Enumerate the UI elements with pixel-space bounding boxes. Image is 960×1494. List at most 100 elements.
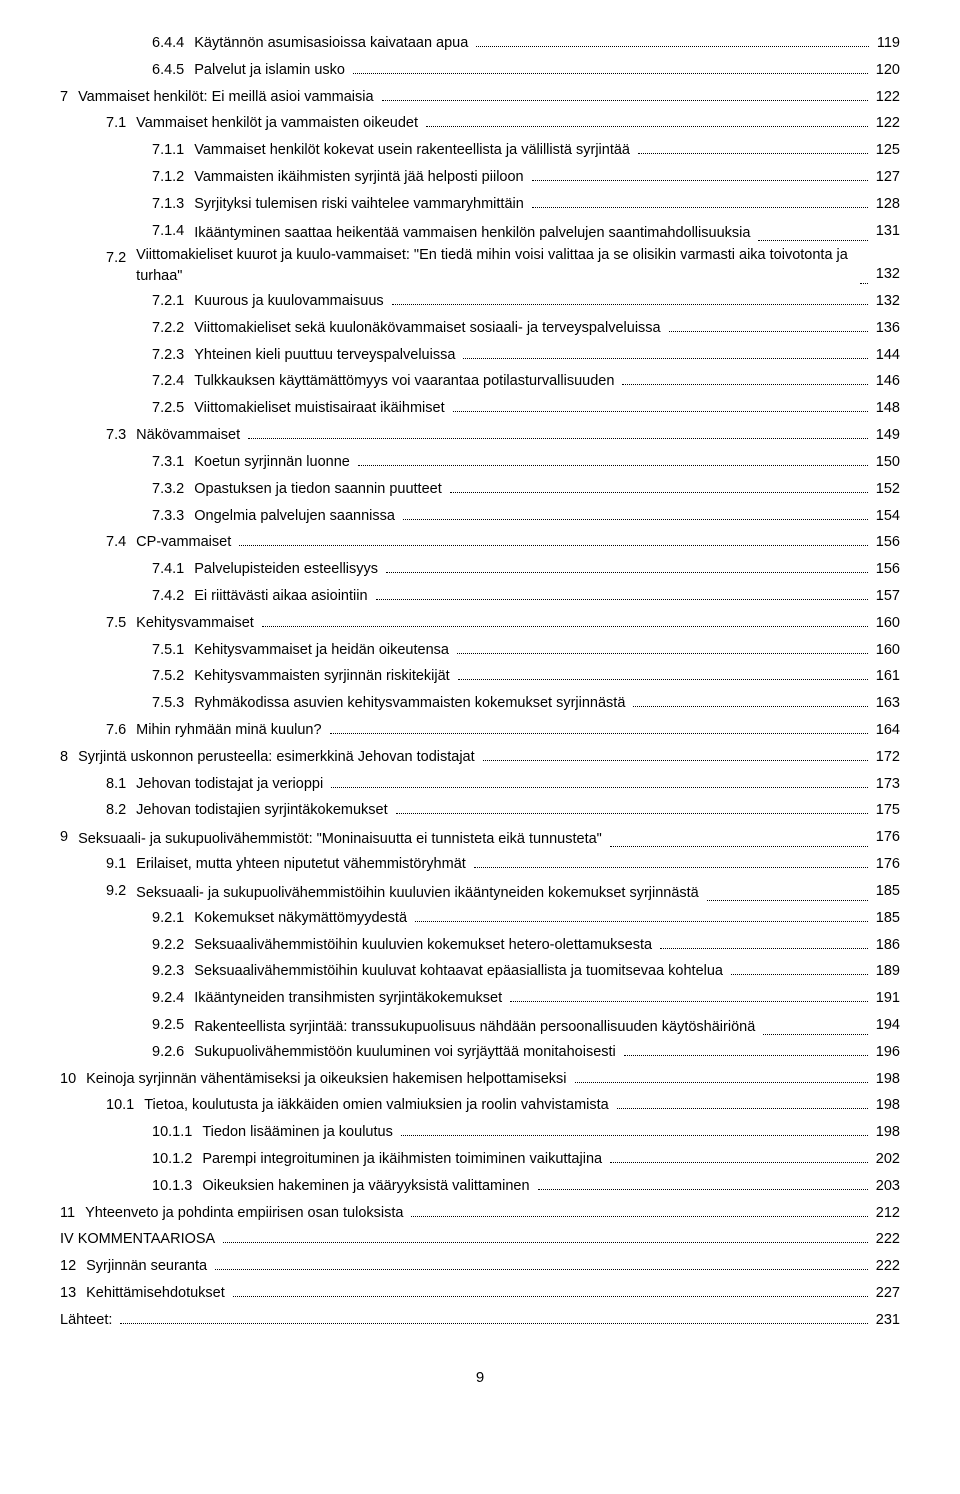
toc-page-number: 203: [872, 1173, 900, 1200]
toc-leader-dots: [392, 292, 868, 305]
toc-number: 9.1: [106, 851, 136, 878]
toc-number: 7.1.1: [152, 137, 194, 164]
toc-leader-dots: [538, 1177, 868, 1190]
toc-entry: 7.5.3Ryhmäkodissa asuvien kehitysvammais…: [60, 690, 900, 717]
toc-page-number: 231: [872, 1307, 900, 1334]
toc-entry: 7.4.2Ei riittävästi aikaa asiointiin157: [60, 583, 900, 610]
toc-title: Ryhmäkodissa asuvien kehitysvammaisten k…: [194, 690, 629, 717]
toc-title: Opastuksen ja tiedon saannin puutteet: [194, 476, 445, 503]
toc-number: 10.1.2: [152, 1146, 202, 1173]
toc-title: Kehittämisehdotukset: [86, 1280, 229, 1307]
toc-title: Yhteenveto ja pohdinta empiirisen osan t…: [85, 1200, 407, 1227]
toc-title: Ikääntyneiden transihmisten syrjintäkoke…: [194, 985, 506, 1012]
toc-number: 7.6: [106, 717, 136, 744]
toc-page-number: 160: [872, 610, 900, 637]
toc-page-number: 146: [872, 368, 900, 395]
toc-title: Ongelmia palvelujen saannissa: [194, 503, 399, 530]
toc-leader-dots: [575, 1070, 868, 1083]
toc-page-number: 185: [872, 905, 900, 932]
toc-number: 7.2.4: [152, 368, 194, 395]
toc-number: 13: [60, 1280, 86, 1307]
toc-leader-dots: [474, 855, 868, 868]
toc-leader-dots: [633, 695, 867, 708]
toc-entry: Lähteet:231: [60, 1307, 900, 1334]
toc-number: 7.4.1: [152, 556, 194, 583]
toc-number: 7.2.1: [152, 288, 194, 315]
toc-leader-dots: [215, 1258, 868, 1271]
toc-leader-dots: [353, 61, 868, 74]
toc-entry: 7.3.3Ongelmia palvelujen saannissa 154: [60, 503, 900, 530]
toc-title: Jehovan todistajien syrjintäkokemukset: [136, 797, 391, 824]
toc-number: 7.5: [106, 610, 136, 637]
toc-title: Vammaiset henkilöt ja vammaisten oikeude…: [136, 110, 422, 137]
toc-page-number: 132: [872, 288, 900, 315]
toc-leader-dots: [532, 168, 868, 181]
toc-title: Tulkkauksen käyttämättömyys voi vaaranta…: [194, 368, 618, 395]
toc-leader-dots: [358, 453, 868, 466]
toc-title: Kokemukset näkymättömyydestä: [194, 905, 411, 932]
toc-title: Ei riittävästi aikaa asiointiin: [194, 583, 371, 610]
toc-entry: 7.2.2Viittomakieliset sekä kuulonäkövamm…: [60, 315, 900, 342]
table-of-contents: 6.4.4Käytännön asumisasioissa kaivataan …: [60, 30, 900, 1334]
toc-number: 9.2.5: [152, 1012, 194, 1039]
toc-number: 7.2.5: [152, 395, 194, 422]
toc-leader-dots: [426, 115, 868, 128]
toc-entry: 7.5.1Kehitysvammaiset ja heidän oikeuten…: [60, 637, 900, 664]
toc-title: Viittomakieliset sekä kuulonäkövammaiset…: [194, 315, 664, 342]
toc-title: Vammaisten ikäihmisten syrjintä jää help…: [194, 164, 527, 191]
toc-number: 7.3.3: [152, 503, 194, 530]
toc-leader-dots: [476, 34, 869, 47]
toc-leader-dots: [860, 271, 868, 284]
toc-entry: 12Syrjinnän seuranta222: [60, 1253, 900, 1280]
toc-leader-dots: [707, 888, 868, 901]
toc-page-number: 196: [872, 1039, 900, 1066]
toc-entry: 10.1.1Tiedon lisääminen ja koulutus198: [60, 1119, 900, 1146]
toc-page-number: 154: [872, 503, 900, 530]
toc-title: Palvelut ja islamin usko: [194, 57, 349, 84]
toc-page-number: 189: [872, 958, 900, 985]
toc-title: Tiedon lisääminen ja koulutus: [202, 1119, 397, 1146]
toc-page-number: 119: [873, 30, 900, 57]
toc-entry: 7.1.1Vammaiset henkilöt kokevat usein ra…: [60, 137, 900, 164]
toc-leader-dots: [415, 909, 868, 922]
toc-entry: 6.4.4Käytännön asumisasioissa kaivataan …: [60, 30, 900, 57]
toc-page-number: 156: [872, 529, 900, 556]
toc-title: Syrjintä uskonnon perusteella: esimerkki…: [78, 744, 479, 771]
toc-leader-dots: [386, 561, 868, 574]
toc-page-number: 186: [872, 932, 900, 959]
toc-title: Palvelupisteiden esteellisyys: [194, 556, 382, 583]
toc-page-number: 172: [872, 744, 900, 771]
toc-title: Mihin ryhmään minä kuulun?: [136, 717, 325, 744]
toc-page-number: 160: [872, 637, 900, 664]
toc-leader-dots: [763, 1022, 868, 1035]
toc-leader-dots: [401, 1124, 868, 1137]
toc-entry: 13Kehittämisehdotukset227: [60, 1280, 900, 1307]
toc-page-number: 222: [872, 1253, 900, 1280]
toc-number: 7.4.2: [152, 583, 194, 610]
toc-entry: 7.4CP-vammaiset156: [60, 529, 900, 556]
toc-number: 9.2.3: [152, 958, 194, 985]
toc-title: Keinoja syrjinnän vähentämiseksi ja oike…: [86, 1066, 570, 1093]
toc-entry: 6.4.5Palvelut ja islamin usko120: [60, 57, 900, 84]
toc-entry: 7.5Kehitysvammaiset 160: [60, 610, 900, 637]
toc-page-number: 198: [872, 1119, 900, 1146]
toc-number: 7.1: [106, 110, 136, 137]
toc-number: 8.2: [106, 797, 136, 824]
toc-page-number: 128: [872, 191, 900, 218]
toc-entry: 7.3.2Opastuksen ja tiedon saannin puutte…: [60, 476, 900, 503]
toc-title: Kehitysvammaiset: [136, 610, 258, 637]
toc-number: 6.4.4: [152, 30, 194, 57]
toc-leader-dots: [382, 88, 868, 101]
toc-title: Rakenteellista syrjintää: transsukupuoli…: [194, 1017, 759, 1039]
toc-entry: 7.2Viittomakieliset kuurot ja kuulo-vamm…: [60, 245, 900, 289]
toc-leader-dots: [376, 587, 868, 600]
toc-entry: 9.2Seksuaali- ja sukupuolivähemmistöihin…: [60, 878, 900, 905]
toc-entry: 7.2.4Tulkkauksen käyttämättömyys voi vaa…: [60, 368, 900, 395]
toc-title: Jehovan todistajat ja verioppi: [136, 771, 327, 798]
toc-number: 7.1.4: [152, 218, 194, 245]
toc-leader-dots: [453, 400, 868, 413]
toc-number: 12: [60, 1253, 86, 1280]
toc-title: Seksuaali- ja sukupuolivähemmistöihin ku…: [136, 883, 703, 905]
toc-page-number: 222: [872, 1226, 900, 1253]
toc-leader-dots: [239, 534, 868, 547]
